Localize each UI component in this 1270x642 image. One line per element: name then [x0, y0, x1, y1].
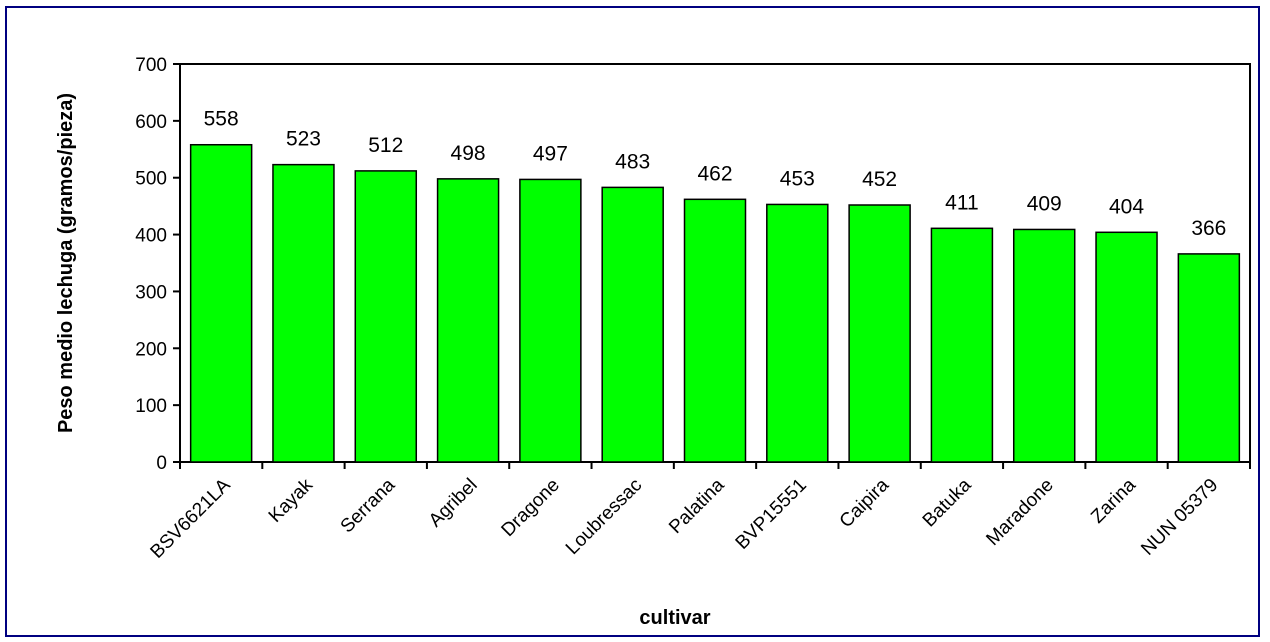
bar: [354, 170, 418, 463]
bar: [601, 186, 664, 463]
bar: [683, 198, 747, 463]
bar-value-label: 453: [780, 167, 815, 190]
bar-value-label: 452: [862, 168, 897, 191]
x-axis-title: cultivar: [639, 607, 710, 629]
category-label: Dragone: [498, 475, 564, 541]
bar-value-label: 498: [451, 142, 486, 165]
category-label: Palatina: [665, 474, 729, 538]
category-label: BSV6621LA: [147, 474, 235, 562]
category-label: Agribel: [425, 475, 482, 532]
category-labels: BSV6621LA Kayak Serrana Agribel DragoneLoubr…: [147, 474, 1223, 562]
bar: [930, 227, 994, 463]
category-label: Serrana: [337, 474, 400, 537]
bar-value-label: 523: [286, 128, 321, 151]
category-label: BVP15551: [732, 475, 811, 554]
bar-value-label: 404: [1109, 195, 1144, 218]
y-tick-label: 700: [135, 55, 167, 76]
bar-value-label: 483: [615, 150, 650, 173]
y-tick-label: 600: [135, 112, 167, 133]
y-tick-label: 100: [135, 396, 167, 417]
y-tick-label: 0: [156, 453, 167, 474]
category-label: Zarina: [1087, 474, 1140, 527]
y-tick-label: 500: [135, 169, 167, 190]
category-label: Caipira: [836, 474, 894, 532]
y-axis: 0 100 200 300 400 500 600 700: [135, 55, 180, 474]
bar-value-label: 462: [697, 162, 732, 185]
bar: [848, 204, 911, 463]
bars: [189, 143, 1241, 463]
bar: [436, 178, 500, 463]
bar: [1095, 231, 1158, 463]
bar-value-label: 512: [368, 134, 403, 157]
y-tick-label: 200: [135, 339, 167, 360]
category-label: Loubressac: [562, 475, 646, 559]
bar: [1012, 228, 1076, 463]
y-tick-label: 300: [135, 282, 167, 303]
y-axis-title: Peso medio lechuga (gramos/pieza): [55, 93, 77, 433]
bar-value-label: 366: [1191, 217, 1226, 240]
x-axis: [179, 462, 1251, 469]
y-tick-label: 400: [135, 226, 167, 247]
bar-value-label: 411: [945, 191, 978, 214]
category-label: Kayak: [265, 474, 318, 527]
bar-value-label: 497: [533, 142, 568, 165]
bar: [766, 203, 829, 463]
category-label: Batuka: [919, 474, 976, 531]
bar-value-label: 558: [204, 108, 239, 131]
category-label: Maradone: [982, 475, 1057, 550]
bar: [189, 143, 253, 463]
bar: [272, 163, 335, 463]
bar: [1177, 253, 1241, 463]
category-label: NUN 05379: [1137, 475, 1222, 560]
bar: [519, 178, 582, 463]
data-labels: 558 523 512 498 497 483 462 453 452 411 409 404 366: [204, 108, 1227, 240]
bar-value-label: 409: [1027, 192, 1062, 215]
